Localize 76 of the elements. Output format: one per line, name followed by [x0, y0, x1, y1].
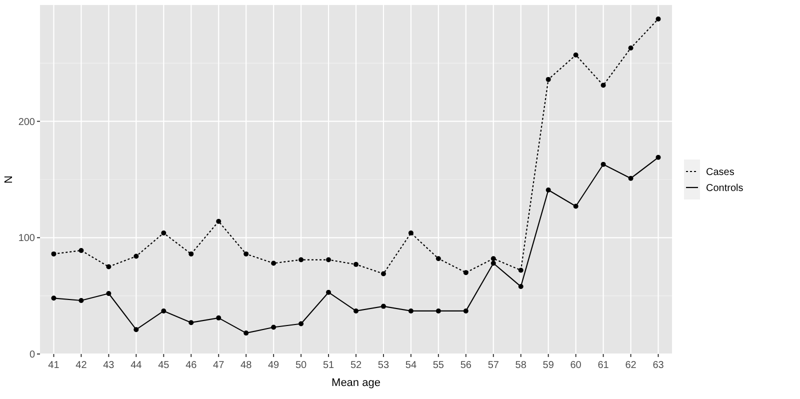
x-tick-label: 43 — [103, 360, 115, 371]
y-axis-title: N — [3, 175, 15, 184]
x-tick-label: 58 — [515, 360, 527, 371]
point — [600, 82, 606, 88]
x-tick-label: 59 — [542, 360, 554, 371]
x-tick-label: 41 — [48, 360, 60, 371]
point — [271, 260, 276, 266]
point — [244, 330, 249, 336]
point — [628, 176, 634, 181]
point — [490, 256, 496, 262]
point — [518, 284, 524, 290]
point — [408, 308, 414, 314]
point — [656, 16, 661, 22]
y-tick-label: 100 — [18, 233, 36, 244]
point — [188, 251, 194, 256]
x-tick-label: 55 — [432, 360, 444, 371]
x-tick-label: 50 — [295, 360, 308, 371]
x-axis-title: Mean age — [332, 377, 380, 389]
legend-label: Controls — [706, 183, 744, 194]
x-tick-label: 52 — [350, 360, 362, 371]
x-tick-label: 57 — [488, 360, 500, 371]
x-tick-label: 61 — [598, 360, 610, 371]
point — [51, 251, 56, 256]
point — [546, 187, 551, 192]
point — [436, 308, 441, 314]
x-tick-label: 44 — [130, 360, 142, 371]
x-tick-label: 60 — [570, 360, 582, 371]
x-tick-label: 45 — [158, 360, 170, 371]
y-tick-label: 200 — [18, 116, 36, 128]
point — [380, 271, 386, 276]
point — [51, 296, 56, 301]
point — [573, 52, 578, 58]
point — [298, 257, 304, 262]
x-tick-label: 47 — [213, 360, 225, 371]
x-tick-label: 63 — [652, 360, 664, 371]
point — [161, 230, 166, 236]
point — [106, 264, 112, 270]
x-tick-label: 49 — [268, 360, 280, 371]
point — [298, 321, 304, 326]
point — [161, 308, 166, 314]
legend-label: Cases — [706, 167, 734, 178]
point — [490, 260, 496, 266]
point — [463, 308, 468, 314]
point — [134, 327, 139, 332]
point — [326, 290, 332, 295]
point — [628, 46, 634, 51]
point — [78, 248, 84, 253]
point — [271, 324, 276, 330]
point — [408, 230, 414, 236]
point — [573, 204, 578, 209]
point — [216, 315, 222, 320]
x-tick-label: 53 — [378, 360, 390, 371]
x-tick-label: 51 — [322, 360, 335, 371]
point — [106, 291, 112, 296]
point — [78, 298, 84, 303]
point — [436, 256, 441, 262]
point — [463, 270, 468, 276]
point — [354, 308, 358, 314]
x-tick-label: 54 — [405, 360, 417, 371]
point — [656, 154, 661, 160]
x-tick-label: 46 — [186, 360, 198, 371]
x-tick-label: 42 — [76, 360, 88, 371]
point — [244, 251, 249, 256]
point — [600, 162, 606, 167]
point — [518, 268, 524, 273]
point — [216, 218, 222, 224]
x-tick-label: 56 — [460, 360, 472, 371]
point — [380, 304, 386, 309]
x-tick-label: 48 — [240, 360, 252, 371]
x-tick-label: 62 — [625, 360, 637, 371]
point — [326, 257, 332, 262]
point — [134, 254, 139, 259]
point — [546, 76, 551, 82]
point — [188, 320, 194, 326]
point — [354, 262, 358, 267]
y-tick-label: 0 — [29, 350, 36, 360]
